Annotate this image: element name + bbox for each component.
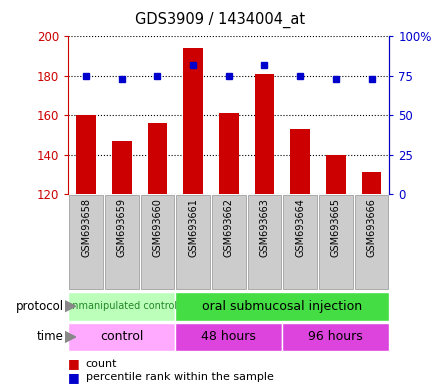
Bar [141,195,174,289]
Bar [326,155,346,194]
Text: GDS3909 / 1434004_at: GDS3909 / 1434004_at [135,12,305,28]
Bar [212,195,246,289]
Text: time: time [37,331,64,343]
Text: GSM693666: GSM693666 [367,198,377,257]
Bar [175,292,389,321]
Bar [69,195,103,289]
Text: GSM693660: GSM693660 [152,198,162,257]
Text: protocol: protocol [16,300,64,313]
Text: GSM693658: GSM693658 [81,198,91,257]
Text: GSM693665: GSM693665 [331,198,341,257]
Bar [175,323,282,351]
Text: count: count [86,359,117,369]
Text: GSM693663: GSM693663 [260,198,269,257]
Bar [283,195,317,289]
Text: GSM693659: GSM693659 [117,198,127,257]
Bar [68,292,175,321]
Text: 48 hours: 48 hours [202,331,256,343]
Bar [76,115,96,194]
Text: percentile rank within the sample: percentile rank within the sample [86,372,274,382]
Bar [112,141,132,194]
Bar [362,172,381,194]
Text: oral submucosal injection: oral submucosal injection [202,300,363,313]
Bar [248,195,281,289]
Bar [68,323,175,351]
Bar [219,113,238,194]
Text: GSM693661: GSM693661 [188,198,198,257]
Bar [290,129,310,194]
Bar [176,195,210,289]
Bar [282,323,389,351]
Bar [355,195,389,289]
Text: 96 hours: 96 hours [308,331,363,343]
Text: unmanipulated control: unmanipulated control [66,301,177,311]
Text: GSM693662: GSM693662 [224,198,234,257]
Polygon shape [65,301,76,312]
Text: GSM693664: GSM693664 [295,198,305,257]
Bar [147,123,167,194]
Text: ■: ■ [68,371,80,384]
Bar [255,74,274,194]
Bar [319,195,352,289]
Text: ■: ■ [68,357,80,370]
Polygon shape [65,331,76,343]
Text: control: control [100,331,143,343]
Bar [183,48,203,194]
Bar [105,195,139,289]
